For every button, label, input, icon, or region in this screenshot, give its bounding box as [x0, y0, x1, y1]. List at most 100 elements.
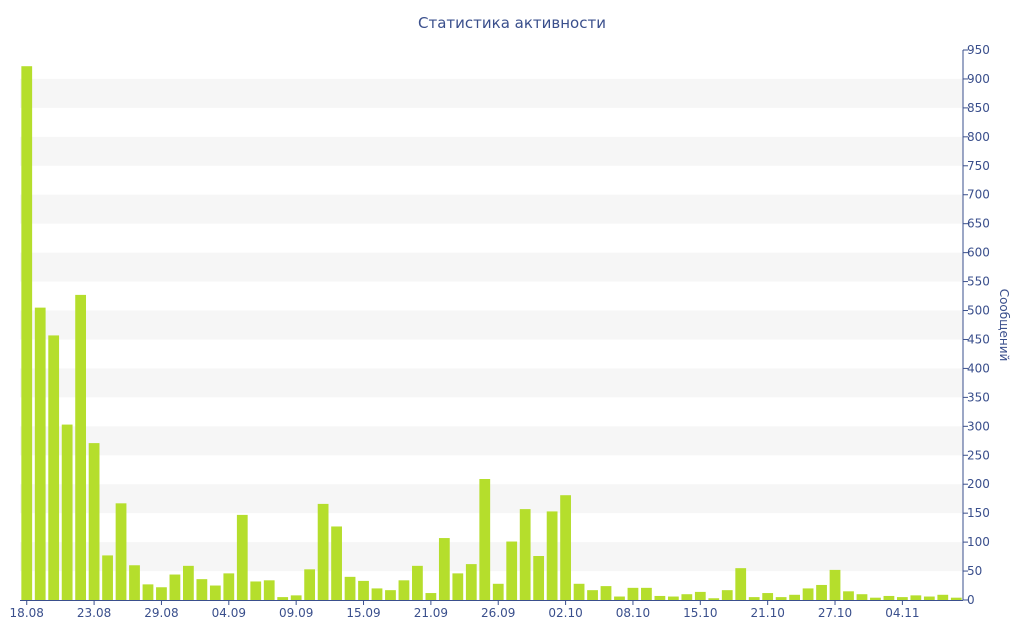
bar[interactable] [183, 565, 194, 600]
bar[interactable] [587, 590, 598, 600]
bar[interactable] [910, 595, 922, 600]
x-tick-label: 18.08 [10, 606, 44, 620]
bar[interactable] [412, 565, 423, 600]
y-tick-label: 500 [967, 304, 990, 318]
bar[interactable] [452, 573, 464, 600]
bar[interactable] [506, 541, 518, 600]
bar[interactable] [102, 555, 113, 600]
bar[interactable] [923, 596, 935, 600]
grid-band [20, 136, 963, 166]
bar[interactable] [870, 597, 881, 600]
x-tick-label: 09.09 [279, 606, 313, 620]
bar[interactable] [708, 598, 720, 600]
y-tick-label: 250 [967, 448, 990, 462]
bar[interactable] [398, 580, 410, 600]
bar[interactable] [385, 590, 396, 600]
bar[interactable] [304, 569, 316, 600]
bar[interactable] [263, 580, 275, 600]
bar[interactable] [371, 588, 383, 600]
y-tick-label: 950 [967, 43, 990, 57]
y-tick-label: 800 [967, 130, 990, 144]
bar[interactable] [775, 597, 787, 600]
y-tick-label: 650 [967, 217, 990, 231]
y-tick-label: 50 [967, 564, 982, 578]
bar[interactable] [896, 597, 908, 600]
bar[interactable] [196, 579, 208, 600]
bar[interactable] [802, 588, 814, 600]
x-tick-label: 21.09 [414, 606, 448, 620]
bar[interactable] [223, 573, 235, 600]
grid-band [20, 484, 963, 514]
bar[interactable] [344, 576, 356, 600]
bar[interactable] [856, 594, 868, 600]
bar[interactable] [627, 587, 639, 600]
bar[interactable] [748, 597, 760, 600]
y-tick-label: 900 [967, 72, 990, 86]
grid-bands [20, 78, 963, 572]
bar[interactable] [573, 583, 585, 600]
bar[interactable] [34, 307, 46, 600]
bar[interactable] [358, 580, 369, 600]
bar[interactable] [21, 66, 33, 600]
bar[interactable] [829, 569, 841, 600]
bar[interactable] [250, 581, 262, 600]
grid-band [20, 368, 963, 398]
bar[interactable] [950, 597, 962, 600]
bar[interactable] [317, 503, 329, 600]
bar[interactable] [614, 596, 625, 600]
bar[interactable] [654, 595, 666, 600]
bar[interactable] [479, 479, 491, 600]
bar[interactable] [937, 594, 949, 600]
bar[interactable] [277, 597, 289, 600]
x-tick-label: 26.09 [481, 606, 515, 620]
bar[interactable] [560, 495, 571, 600]
bar[interactable] [546, 511, 558, 600]
bar[interactable] [236, 514, 248, 600]
bar[interactable] [816, 584, 827, 600]
bar[interactable] [425, 593, 437, 600]
bar[interactable] [88, 443, 100, 600]
grid-band [20, 310, 963, 340]
y-axis-ticks: 0 50 100 150 200 250 300 350 400 450 500 550 600 650 7… [963, 43, 990, 607]
bar[interactable] [533, 556, 545, 600]
bar[interactable] [438, 538, 450, 600]
y-tick-label: 0 [967, 593, 975, 607]
x-tick-label: 08.10 [616, 606, 650, 620]
bar[interactable] [61, 424, 73, 600]
bar[interactable] [681, 594, 693, 600]
bar[interactable] [169, 574, 181, 600]
y-tick-label: 150 [967, 506, 990, 520]
grid-band [20, 426, 963, 456]
bar[interactable] [735, 568, 747, 600]
bar[interactable] [843, 591, 854, 600]
y-tick-label: 300 [967, 419, 990, 433]
bar[interactable] [492, 583, 504, 600]
bar[interactable] [641, 587, 652, 600]
x-tick-label: 02.10 [548, 606, 582, 620]
grid-band [20, 252, 963, 282]
x-tick-label: 04.11 [885, 606, 919, 620]
grid-band [20, 78, 963, 108]
bar[interactable] [789, 594, 800, 600]
bar[interactable] [48, 335, 60, 600]
y-tick-label: 200 [967, 477, 990, 491]
bar[interactable] [142, 584, 154, 600]
bar[interactable] [290, 595, 302, 600]
bar[interactable] [694, 591, 706, 600]
bar[interactable] [75, 294, 87, 600]
bar[interactable] [465, 564, 477, 600]
bar[interactable] [209, 585, 221, 600]
bar[interactable] [115, 503, 127, 600]
chart-title: Статистика активности [418, 14, 606, 32]
bar[interactable] [519, 509, 531, 600]
bar[interactable] [762, 593, 774, 600]
x-tick-label: 27.10 [818, 606, 852, 620]
bar[interactable] [331, 526, 342, 600]
bar[interactable] [156, 587, 167, 600]
bar[interactable] [721, 590, 733, 600]
bar[interactable] [883, 595, 895, 600]
bar[interactable] [667, 596, 679, 600]
bar[interactable] [600, 586, 612, 600]
bar[interactable] [129, 565, 140, 600]
